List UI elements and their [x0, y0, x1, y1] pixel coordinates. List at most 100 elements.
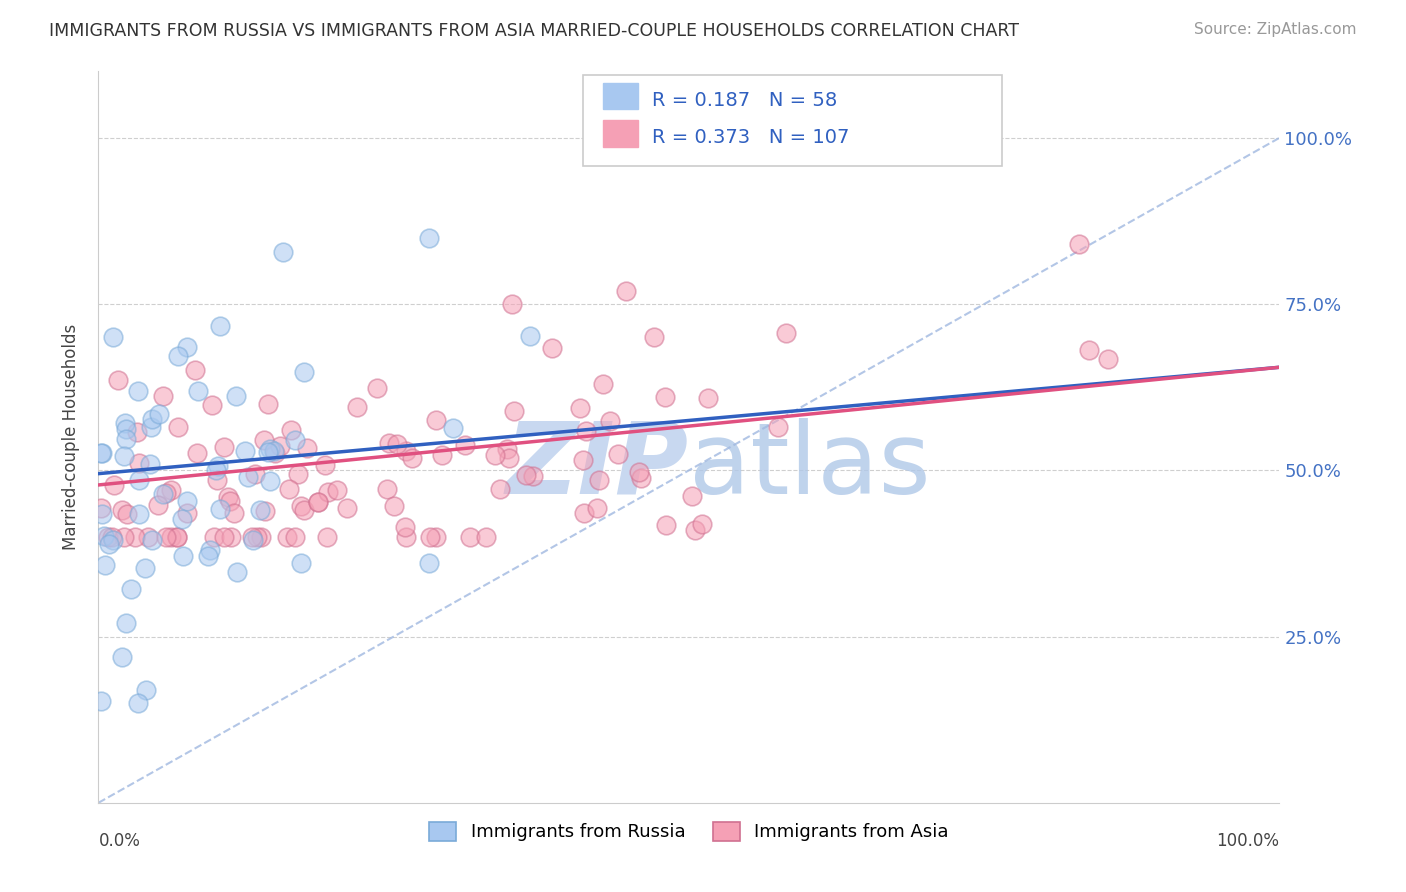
Point: [425, 530, 447, 544]
Point: [90, 446, 112, 460]
Point: [292, 365, 315, 379]
Point: [226, 565, 249, 579]
Point: [115, 422, 138, 436]
Point: [159, 483, 181, 497]
Point: [115, 508, 138, 522]
Point: [607, 446, 630, 460]
Point: [314, 458, 336, 472]
Point: [775, 326, 797, 340]
Point: [224, 506, 246, 520]
Point: [186, 446, 208, 460]
Point: [112, 530, 135, 544]
Point: [93, 529, 115, 543]
Point: [212, 440, 235, 454]
Point: [441, 420, 464, 434]
Point: [201, 399, 224, 413]
Point: [124, 530, 146, 544]
Point: [159, 530, 181, 544]
Point: [425, 413, 447, 427]
Point: [295, 441, 318, 455]
Point: [401, 451, 423, 466]
Point: [575, 424, 598, 438]
Point: [503, 403, 526, 417]
Point: [176, 340, 198, 354]
Point: [250, 530, 273, 544]
Point: [316, 530, 339, 544]
Point: [522, 469, 544, 483]
Point: [103, 330, 125, 344]
Point: [90, 694, 112, 708]
Point: [198, 543, 221, 558]
Point: [115, 432, 138, 446]
Text: Source: ZipAtlas.com: Source: ZipAtlas.com: [1194, 22, 1357, 37]
Point: [148, 407, 170, 421]
Point: [135, 682, 157, 697]
Text: 0.0%: 0.0%: [98, 832, 141, 850]
Point: [240, 530, 263, 544]
Point: [121, 582, 143, 597]
Point: [114, 416, 136, 430]
Point: [90, 501, 112, 516]
Point: [643, 330, 665, 344]
Point: [655, 517, 678, 532]
Point: [111, 649, 134, 664]
Point: [484, 448, 506, 462]
Text: IMMIGRANTS FROM RUSSIA VS IMMIGRANTS FROM ASIA MARRIED-COUPLE HOUSEHOLDS CORRELA: IMMIGRANTS FROM RUSSIA VS IMMIGRANTS FRO…: [49, 22, 1019, 40]
Text: ZIP: ZIP: [506, 417, 689, 515]
Point: [418, 230, 440, 244]
Point: [498, 450, 520, 465]
Point: [276, 530, 298, 544]
Point: [155, 530, 177, 544]
Point: [515, 467, 537, 482]
Point: [263, 444, 285, 458]
Point: [134, 561, 156, 575]
Point: [697, 391, 720, 405]
Point: [572, 452, 595, 467]
Point: [245, 467, 267, 481]
Bar: [603, 83, 638, 110]
Point: [290, 556, 312, 570]
Point: [127, 696, 149, 710]
Bar: [603, 120, 638, 146]
Point: [103, 533, 125, 547]
Point: [176, 494, 198, 508]
Point: [225, 389, 247, 403]
Point: [541, 341, 564, 355]
Point: [184, 362, 207, 376]
Point: [139, 457, 162, 471]
Point: [574, 506, 596, 520]
Point: [316, 484, 339, 499]
Point: [166, 530, 188, 544]
Point: [630, 471, 652, 485]
Point: [103, 478, 125, 492]
Point: [127, 384, 149, 398]
Point: [128, 508, 150, 522]
Point: [219, 493, 242, 508]
Point: [654, 390, 676, 404]
Point: [141, 412, 163, 426]
Point: [97, 536, 120, 550]
Point: [588, 473, 610, 487]
Point: [336, 501, 359, 516]
Point: [128, 456, 150, 470]
Point: [269, 439, 291, 453]
Point: [307, 494, 329, 508]
Text: R = 0.187   N = 58: R = 0.187 N = 58: [652, 91, 838, 110]
FancyBboxPatch shape: [582, 75, 1002, 167]
Legend: Immigrants from Russia, Immigrants from Asia: Immigrants from Russia, Immigrants from …: [422, 814, 956, 848]
Point: [152, 487, 174, 501]
Point: [1097, 351, 1119, 366]
Point: [111, 503, 134, 517]
Point: [292, 502, 315, 516]
Point: [141, 533, 163, 547]
Point: [146, 498, 169, 512]
Point: [254, 504, 277, 518]
Point: [187, 384, 209, 399]
Point: [496, 442, 519, 457]
Point: [246, 530, 269, 544]
Point: [685, 523, 707, 537]
Point: [599, 414, 621, 428]
Point: [172, 549, 194, 563]
Point: [264, 446, 287, 460]
Point: [212, 530, 235, 544]
